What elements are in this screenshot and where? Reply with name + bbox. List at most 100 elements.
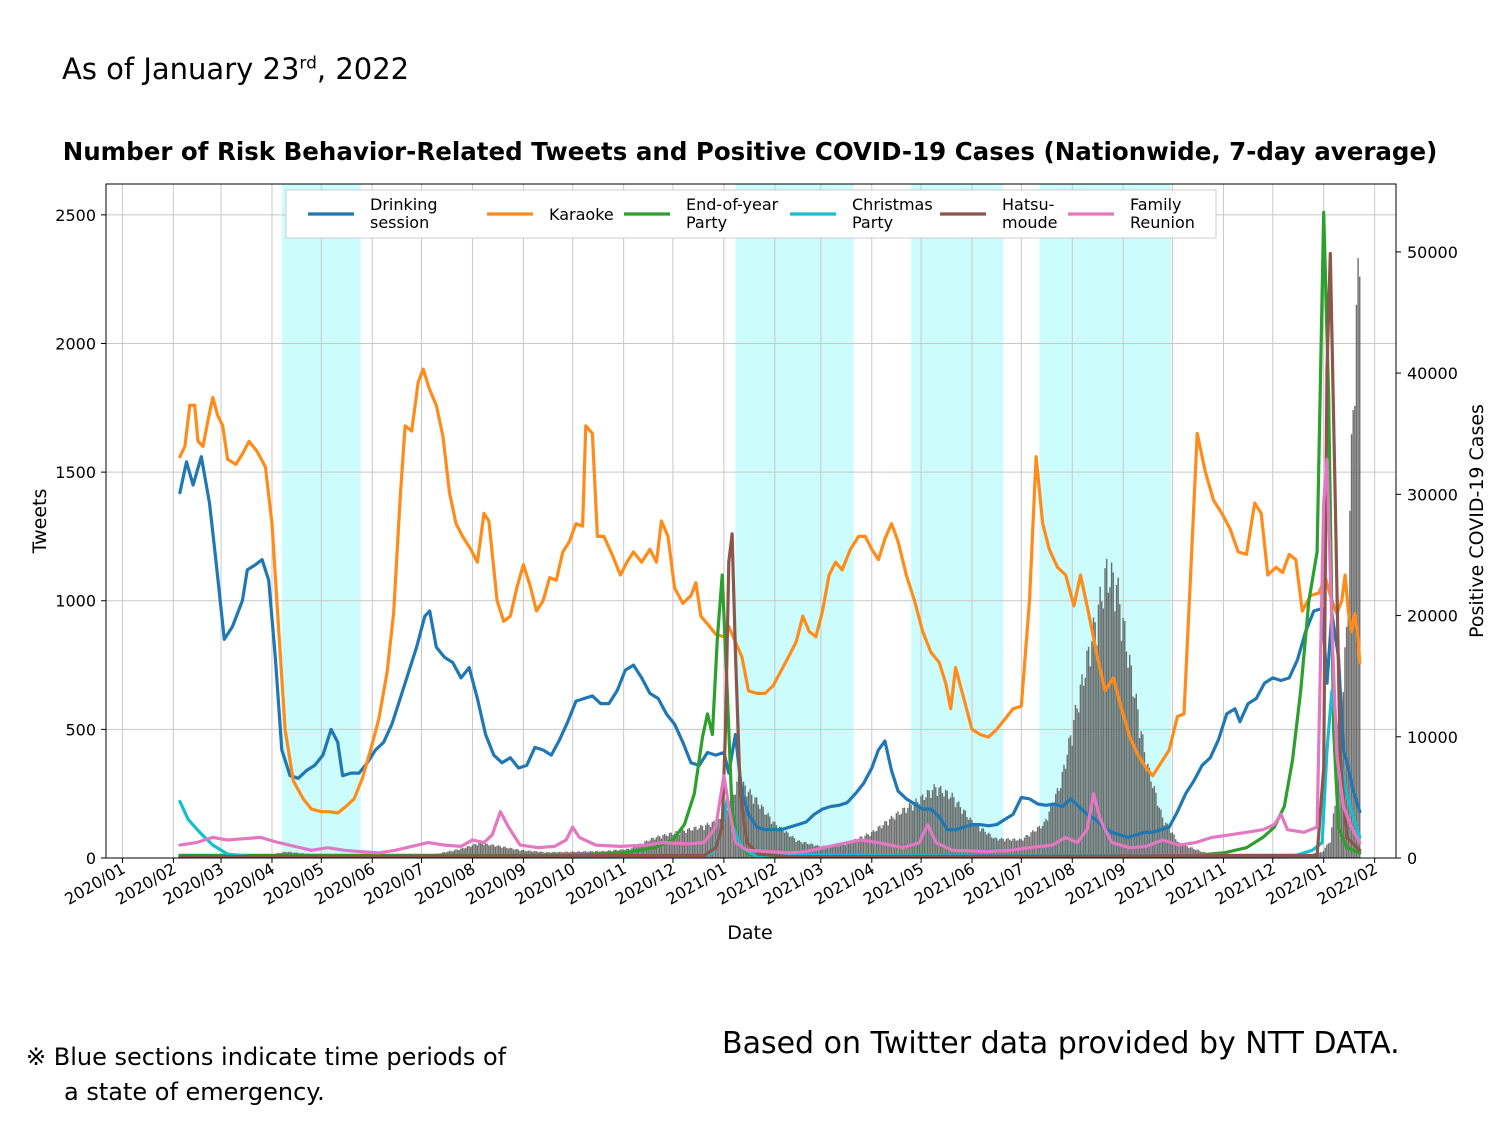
case-bar	[1007, 838, 1009, 858]
case-bar	[759, 808, 761, 858]
case-bar	[765, 814, 768, 858]
y-tick-label: 0	[86, 849, 96, 868]
case-bar	[918, 804, 921, 858]
case-bar	[1147, 763, 1149, 858]
case-bar	[1345, 626, 1348, 858]
case-bar	[839, 844, 842, 858]
case-bar	[1179, 843, 1182, 858]
case-bar	[474, 844, 477, 858]
case-bar	[1140, 731, 1142, 858]
series-line-karaoke	[178, 367, 1362, 815]
legend-label-hatsu-moude: Hatsu-moude	[1002, 195, 1058, 232]
case-bar	[1066, 754, 1068, 858]
case-bar	[1334, 805, 1336, 858]
case-bar	[875, 830, 878, 858]
case-bar	[708, 824, 710, 858]
case-bar	[912, 810, 914, 858]
case-bar	[1079, 684, 1082, 858]
case-bar	[915, 798, 917, 858]
note-line-2: a state of emergency.	[64, 1078, 325, 1106]
case-bar	[778, 826, 781, 858]
case-bar	[760, 804, 763, 858]
case-bar	[897, 811, 899, 858]
case-bar	[1112, 572, 1114, 858]
case-bar	[667, 836, 669, 858]
case-bar	[777, 829, 779, 858]
case-bar	[969, 817, 971, 858]
case-bar	[1331, 827, 1333, 858]
case-bar	[816, 845, 819, 858]
case-bar	[887, 825, 889, 858]
case-bar	[787, 832, 789, 858]
case-bar	[831, 846, 833, 858]
case-bar	[1045, 818, 1047, 858]
case-bar	[1036, 826, 1039, 858]
case-bar	[813, 846, 815, 858]
case-bar	[953, 797, 955, 858]
case-bar	[1350, 434, 1353, 858]
case-bar	[1150, 781, 1152, 858]
case-bar	[737, 776, 740, 858]
case-bar	[769, 816, 771, 858]
case-bar	[1355, 304, 1358, 859]
case-bar	[672, 834, 674, 858]
case-bar	[944, 789, 947, 858]
case-bar	[866, 833, 868, 858]
case-bar	[709, 826, 712, 858]
case-bar	[511, 848, 513, 858]
case-bar	[501, 847, 503, 858]
case-bar	[660, 838, 663, 858]
x-axis-label: Date	[727, 922, 772, 944]
case-bar	[1290, 856, 1292, 858]
case-bar	[1063, 764, 1065, 858]
as-of-date: As of January 23rd, 2022	[62, 52, 410, 86]
case-bar	[1178, 842, 1180, 858]
legend-label-karaoke: Karaoke	[549, 205, 614, 224]
case-bar	[1091, 641, 1093, 858]
case-bar	[907, 807, 909, 858]
case-bar	[662, 835, 664, 858]
case-bar	[849, 842, 852, 858]
case-bar	[966, 817, 968, 858]
case-bar	[1043, 821, 1045, 858]
case-bar	[1099, 586, 1101, 858]
case-bar	[1148, 767, 1151, 858]
case-bar	[1101, 601, 1103, 858]
case-bar	[889, 819, 891, 858]
case-bar	[1076, 708, 1078, 858]
case-bar	[670, 832, 672, 858]
case-bar	[1033, 831, 1036, 858]
case-bar	[629, 849, 631, 858]
case-bar	[476, 845, 478, 858]
case-bar	[913, 801, 916, 858]
case-bar	[1012, 838, 1014, 858]
case-bar	[979, 831, 981, 858]
case-bar	[788, 836, 791, 858]
case-bar	[823, 845, 825, 858]
case-bar	[872, 830, 875, 858]
case-bar	[1104, 568, 1106, 858]
case-bar	[1073, 719, 1075, 858]
series-line-hatsu-moude	[178, 251, 1362, 859]
case-bar	[1058, 790, 1060, 858]
case-bar	[793, 838, 796, 858]
case-bar	[826, 846, 829, 858]
case-bar	[815, 845, 817, 858]
case-bar	[1291, 856, 1294, 858]
case-bar	[1171, 832, 1174, 858]
case-bar	[1074, 704, 1077, 858]
case-bar	[829, 844, 832, 858]
case-bar	[516, 848, 518, 858]
case-bar	[844, 845, 847, 858]
case-bar	[1176, 841, 1179, 858]
case-bar	[1319, 852, 1322, 858]
y-tick-label: 500	[65, 720, 96, 739]
case-bar	[892, 817, 894, 858]
case-bar	[502, 846, 505, 858]
case-bar	[757, 804, 759, 858]
case-bar	[509, 847, 511, 858]
case-bar	[1339, 744, 1341, 858]
series-line-drinking-session	[178, 455, 1362, 839]
case-bar	[1124, 621, 1126, 858]
case-bar	[635, 847, 638, 858]
